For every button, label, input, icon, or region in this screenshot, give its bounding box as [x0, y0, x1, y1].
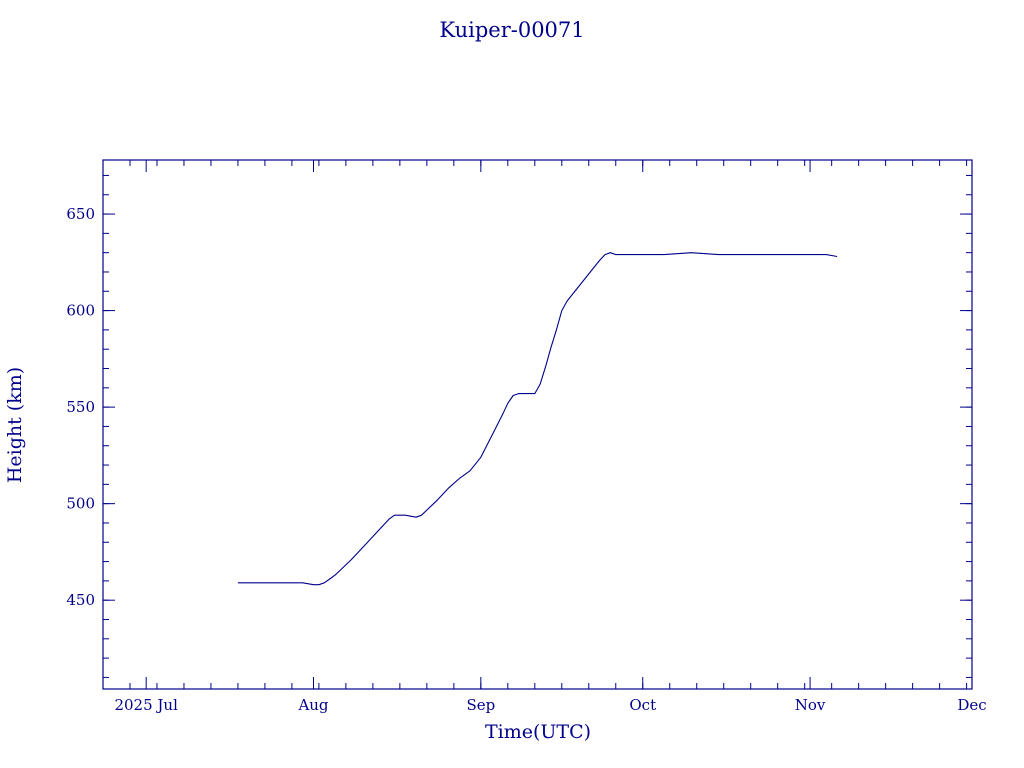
x-tick-label: Sep [466, 696, 495, 714]
y-tick-label: 550 [66, 398, 95, 416]
x-axis-title: Time(UTC) [485, 721, 591, 743]
x-tick-label: Nov [795, 696, 826, 714]
x-tick-label: Dec [957, 696, 986, 714]
plot-frame [102, 159, 973, 690]
x-tick-label: 2025 Jul [114, 696, 178, 714]
chart-title: Kuiper-00071 [439, 18, 584, 42]
y-tick-label: 500 [66, 495, 95, 513]
height-series-line [237, 252, 838, 586]
x-tick-label: Oct [629, 696, 656, 714]
y-axis-title: Height (km) [4, 367, 26, 483]
y-tick-labels: 450 500 550 600 650 [66, 205, 95, 609]
x-tick-labels: 2025 Jul Aug Sep Oct Nov Dec [114, 696, 986, 714]
y-tick-label: 600 [66, 302, 95, 320]
y-tick-label: 450 [66, 591, 95, 609]
y-tick-label: 650 [66, 205, 95, 223]
axis-ticks [102, 160, 973, 689]
x-tick-label: Aug [297, 696, 328, 714]
